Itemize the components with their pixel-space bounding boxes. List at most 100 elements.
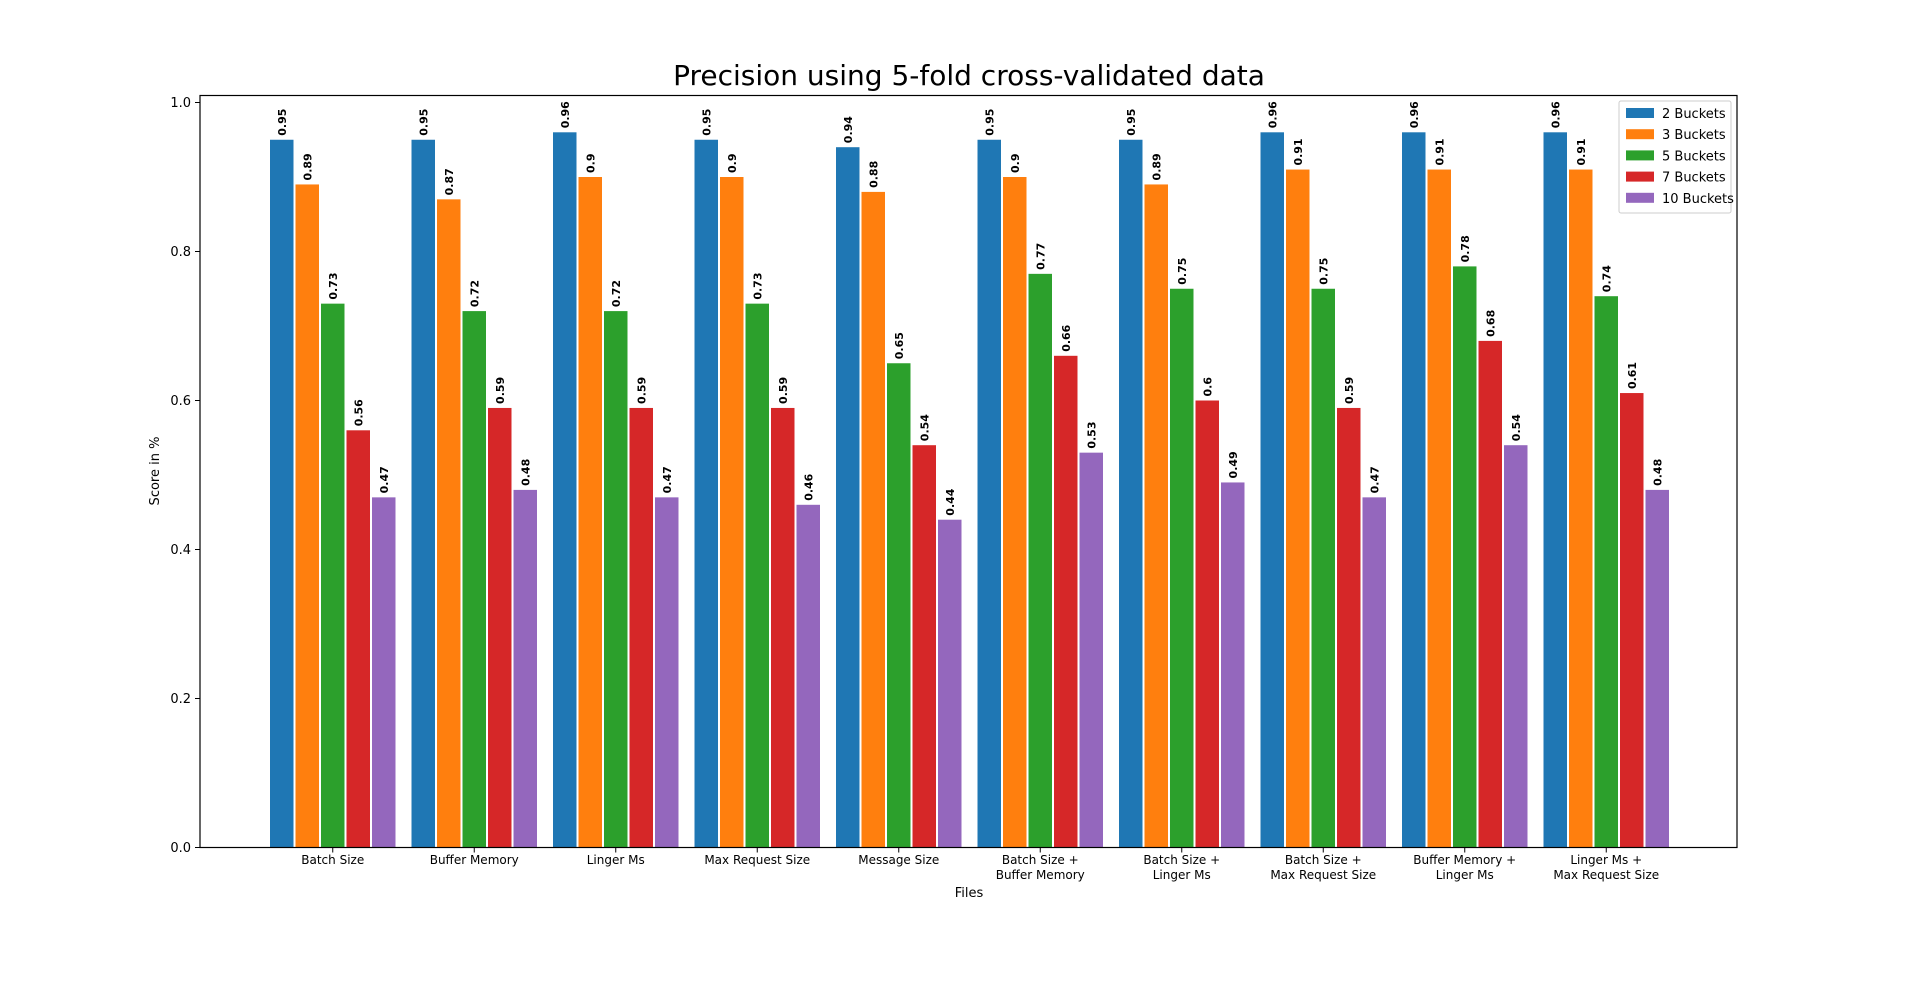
bar <box>372 497 396 848</box>
x-tick-label: Batch Size <box>301 853 364 867</box>
data-label: 0.66 <box>1060 324 1073 351</box>
y-tick-label: 0.8 <box>170 245 191 260</box>
data-label: 0.95 <box>276 109 289 136</box>
data-label: 0.54 <box>1510 414 1523 441</box>
data-label: 0.75 <box>1317 258 1330 285</box>
bar <box>1028 273 1052 848</box>
bar <box>1402 132 1426 848</box>
data-label: 0.78 <box>1459 235 1472 262</box>
bar <box>1221 482 1245 848</box>
x-axis: Batch Size Buffer Memory Linger Ms Max Requ… <box>301 847 1659 882</box>
bar <box>1504 445 1528 848</box>
data-label: 0.6 <box>1201 377 1214 397</box>
bar <box>796 504 820 848</box>
bar <box>1311 288 1335 848</box>
bar <box>1337 407 1361 848</box>
data-label: 0.91 <box>1292 138 1305 165</box>
bar <box>1286 169 1310 848</box>
bar <box>295 184 319 848</box>
bar <box>1569 169 1593 848</box>
x-tick-label: Batch Size + <box>1002 853 1079 867</box>
x-tick-label: Linger Ms + <box>1570 853 1642 867</box>
plot-frame <box>199 94 1738 849</box>
bar <box>977 139 1001 848</box>
bar <box>462 311 486 848</box>
data-label: 0.44 <box>944 488 957 515</box>
x-tick-label: Batch Size + <box>1143 853 1220 867</box>
data-label: 0.94 <box>842 116 855 143</box>
bar <box>1003 177 1027 848</box>
bar <box>1362 497 1386 848</box>
y-axis: 0.0 0.2 0.4 0.6 0.8 1.0 <box>170 96 200 856</box>
bar <box>861 191 885 848</box>
bar <box>1645 489 1669 848</box>
data-label: 0.89 <box>301 153 314 180</box>
data-label: 0.48 <box>1651 459 1664 486</box>
legend-label: 10 Buckets <box>1662 192 1734 207</box>
y-tick-label: 0.6 <box>170 394 191 409</box>
bar <box>1144 184 1168 848</box>
x-tick-label: Linger Ms <box>1153 868 1211 882</box>
legend-box <box>1618 100 1732 214</box>
data-label: 0.95 <box>417 109 430 136</box>
bar <box>604 311 628 848</box>
data-label: 0.73 <box>327 273 340 300</box>
bar <box>1427 169 1451 848</box>
legend-label: 3 Buckets <box>1662 128 1726 143</box>
data-label: 0.68 <box>1484 310 1497 337</box>
data-label: 0.59 <box>777 377 790 404</box>
bar <box>720 177 744 848</box>
data-label: 0.53 <box>1085 422 1098 449</box>
x-tick-label: Max Request Size <box>704 853 810 867</box>
bar <box>629 407 653 848</box>
bar <box>1478 340 1502 848</box>
data-label: 0.96 <box>1549 101 1562 128</box>
bar <box>938 519 962 848</box>
bar <box>912 445 936 848</box>
bar <box>578 177 602 848</box>
data-label: 0.47 <box>378 466 391 493</box>
legend-swatch <box>1626 129 1654 140</box>
data-label: 0.72 <box>468 280 481 307</box>
legend-swatch <box>1626 171 1654 182</box>
bar <box>346 430 370 848</box>
bar <box>1079 452 1103 848</box>
bar <box>694 139 718 848</box>
data-label: 0.95 <box>700 109 713 136</box>
x-tick-label: Max Request Size <box>1270 868 1376 882</box>
y-tick-label: 0.2 <box>170 692 191 707</box>
data-label: 0.59 <box>635 377 648 404</box>
bar <box>411 139 435 848</box>
legend-swatch <box>1626 150 1654 161</box>
data-label: 0.89 <box>1150 153 1163 180</box>
data-label: 0.48 <box>519 459 532 486</box>
data-label: 0.95 <box>1125 109 1138 136</box>
x-tick-label: Batch Size + <box>1285 853 1362 867</box>
data-label: 0.9 <box>584 154 597 174</box>
x-tick-label: Buffer Memory <box>996 868 1085 882</box>
data-label: 0.47 <box>1368 466 1381 493</box>
legend-swatch <box>1626 192 1654 203</box>
data-label: 0.59 <box>494 377 507 404</box>
x-tick-label: Buffer Memory <box>430 853 519 867</box>
data-label: 0.46 <box>802 473 815 500</box>
x-tick-label: Linger Ms <box>587 853 645 867</box>
data-labels-layer: 0.95 0.95 0.96 0.95 0.94 0.95 0.95 0.96 0.96 0.96… <box>276 101 1665 516</box>
bar <box>1453 266 1477 848</box>
bar <box>513 489 537 848</box>
legend-label: 7 Buckets <box>1662 171 1726 186</box>
bar <box>488 407 512 848</box>
data-label: 0.73 <box>751 273 764 300</box>
bar <box>553 132 577 848</box>
data-label: 0.56 <box>352 399 365 426</box>
data-label: 0.49 <box>1227 451 1240 478</box>
data-label: 0.96 <box>1408 101 1421 128</box>
data-label: 0.75 <box>1176 258 1189 285</box>
data-label: 0.77 <box>1034 243 1047 270</box>
legend-label: 5 Buckets <box>1662 149 1726 164</box>
data-label: 0.96 <box>559 101 572 128</box>
data-label: 0.59 <box>1343 377 1356 404</box>
bar <box>1594 296 1618 848</box>
bar <box>771 407 795 848</box>
data-label: 0.47 <box>661 466 674 493</box>
